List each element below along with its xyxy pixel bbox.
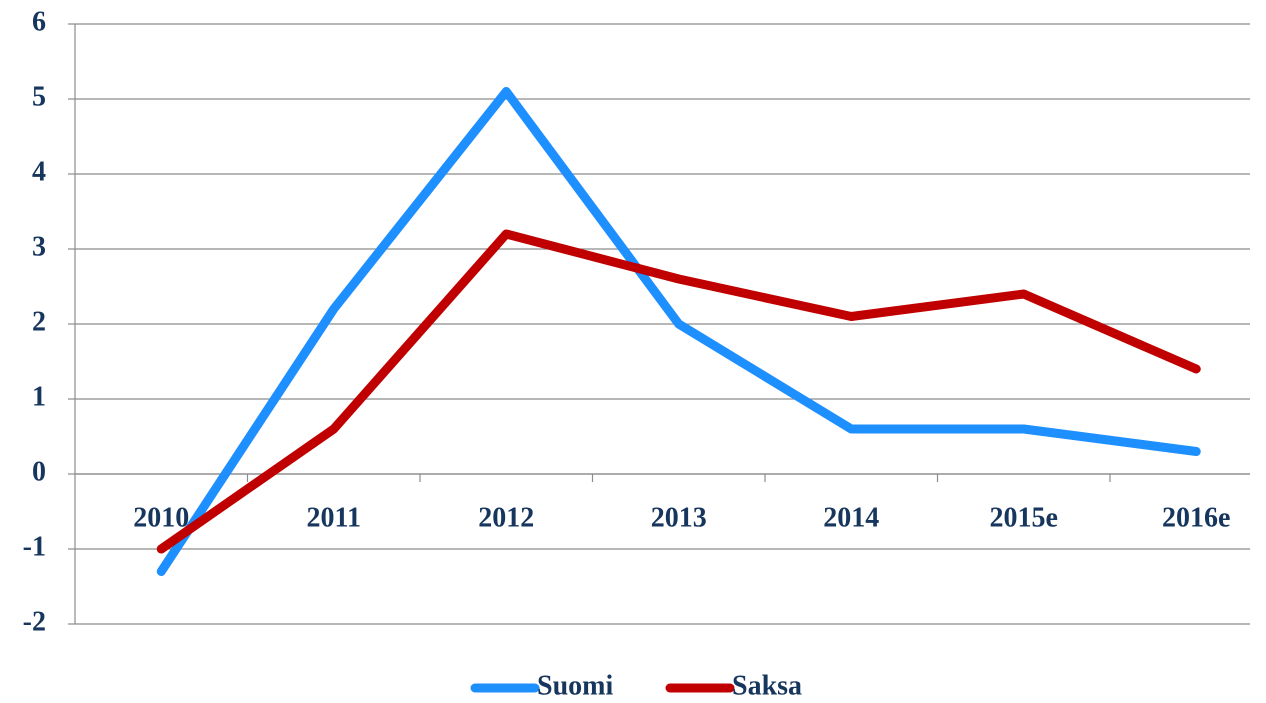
y-tick-label: 1	[32, 381, 46, 412]
x-tick-label: 2013	[651, 502, 707, 533]
y-tick-label: -1	[23, 531, 46, 562]
y-tick-label: 3	[32, 231, 46, 262]
x-tick-label: 2015e	[990, 502, 1058, 533]
y-tick-label: 2	[32, 306, 46, 337]
x-tick-label: 2012	[478, 502, 534, 533]
legend-label: Suomi	[537, 670, 613, 701]
legend-label: Saksa	[732, 670, 802, 701]
y-tick-label: -2	[23, 606, 46, 637]
x-tick-label: 2014	[823, 502, 879, 533]
y-tick-label: 0	[32, 456, 46, 487]
y-tick-label: 5	[32, 81, 46, 112]
x-tick-label: 2016e	[1162, 502, 1230, 533]
series-line	[156, 87, 1201, 576]
y-tick-label: 4	[32, 156, 46, 187]
x-tick-label: 2011	[307, 502, 361, 533]
series-line	[156, 229, 1201, 554]
y-tick-label: 6	[32, 6, 46, 37]
x-tick-label: 2010	[133, 502, 189, 533]
